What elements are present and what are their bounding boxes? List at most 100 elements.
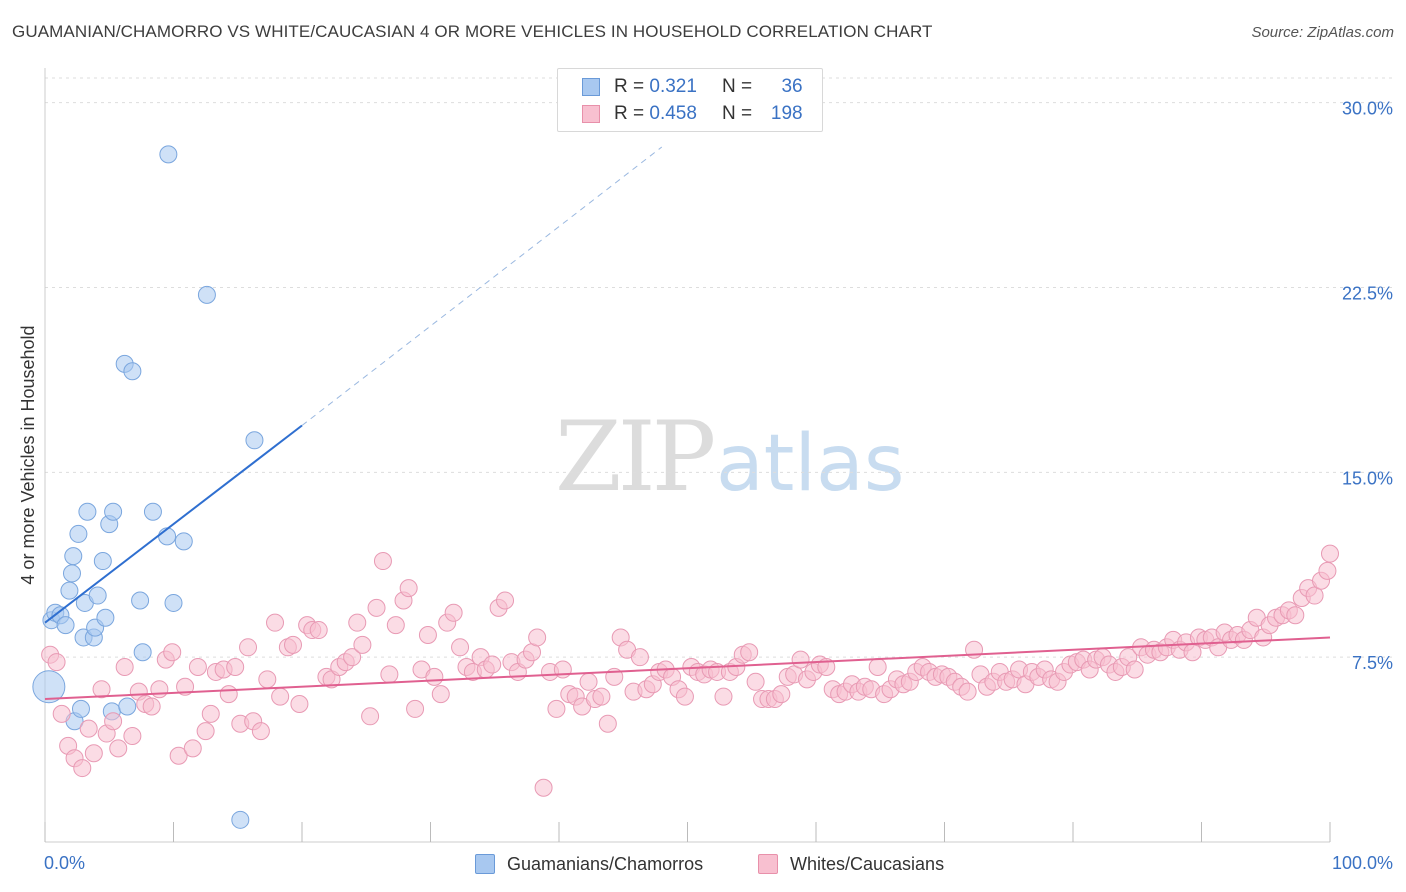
white-point	[52, 704, 71, 723]
white-point	[109, 739, 128, 758]
white-point	[79, 719, 98, 738]
white-point	[373, 552, 392, 571]
bottom-legend-label: Whites/Caucasians	[790, 853, 945, 874]
guamanian-point	[62, 564, 81, 583]
bottom-legend-label: Guamanians/Chamorros	[507, 853, 704, 874]
white-point	[239, 638, 258, 657]
r-value: 0.458	[649, 103, 697, 124]
white-point	[163, 643, 182, 662]
white-point	[201, 704, 220, 723]
white-point	[150, 680, 169, 699]
guamanian-point	[118, 697, 137, 716]
legend-swatch-guamanian	[582, 78, 600, 96]
white-point	[226, 658, 245, 677]
white-point	[496, 591, 515, 610]
white-point	[47, 653, 66, 672]
white-point	[534, 778, 553, 797]
watermark-atlas: atlas	[716, 419, 905, 509]
guamanian-point	[131, 591, 150, 610]
guamanian-trendline-extension	[301, 146, 663, 426]
white-point	[251, 722, 270, 741]
bottom-legend-swatch-white	[758, 854, 778, 874]
guamanian-point	[78, 502, 97, 521]
white-point	[73, 759, 92, 778]
white-point	[1125, 660, 1144, 679]
white-point	[188, 658, 207, 677]
white-point	[169, 746, 188, 765]
guamanian-point	[123, 362, 142, 381]
white-point	[1318, 561, 1337, 580]
white-point	[104, 712, 123, 731]
y-tick-label: 15.0%	[1342, 468, 1393, 488]
r-label: R =	[614, 103, 645, 124]
white-point	[1321, 544, 1339, 563]
guamanian-point	[88, 586, 107, 605]
white-point	[418, 625, 437, 644]
r-label: R =	[614, 76, 645, 97]
white-point	[791, 650, 810, 669]
guamanian-point	[56, 616, 75, 635]
guamanian-point	[60, 581, 79, 600]
r-value: 0.321	[649, 76, 697, 97]
white-point	[868, 658, 887, 677]
white-point	[772, 685, 791, 704]
chart-title: GUAMANIAN/CHAMORRO VS WHITE/CAUCASIAN 4 …	[12, 22, 933, 41]
bottom-legend-guamanian: Guamanians/Chamorros	[475, 852, 703, 876]
white-point	[343, 648, 362, 667]
white-point	[367, 598, 386, 617]
white-point	[528, 628, 547, 647]
guamanian-point	[104, 502, 123, 521]
white-point	[380, 665, 399, 684]
white-point	[290, 694, 309, 713]
white-point	[219, 685, 238, 704]
white-point	[115, 658, 134, 677]
guamanian-point	[71, 699, 90, 718]
white-point	[309, 621, 328, 640]
n-value: 198	[770, 103, 803, 124]
white-point	[958, 682, 977, 701]
white-point	[675, 687, 694, 706]
guamanian-point	[32, 670, 66, 704]
y-axis-label: 4 or more Vehicles in Household	[18, 325, 38, 584]
white-point	[386, 616, 405, 635]
source-label: Source: ZipAtlas.com	[1251, 24, 1394, 41]
stats-legend: R = 0.321 N = 36 R = 0.458 N = 198	[557, 68, 823, 132]
guamanian-point	[96, 608, 115, 627]
n-value: 36	[781, 76, 803, 97]
guamanian-point	[231, 810, 250, 829]
white-point	[196, 722, 215, 741]
white-point	[284, 635, 303, 654]
y-tick-label: 30.0%	[1342, 99, 1393, 119]
white-point	[271, 687, 290, 706]
white-point	[258, 670, 277, 689]
watermark-zip: ZIP	[555, 401, 714, 513]
guamanian-point	[64, 547, 83, 566]
white-point	[746, 672, 765, 691]
white-point	[399, 579, 418, 598]
white-point	[92, 680, 111, 699]
stats-legend-row-white: R = 0.458 N = 198	[582, 103, 803, 125]
white-point	[183, 739, 202, 758]
guamanian-point	[174, 532, 193, 551]
white-point	[406, 699, 425, 718]
white-point	[592, 687, 611, 706]
white-point	[598, 714, 617, 733]
guamanian-point	[164, 593, 183, 612]
guamanian-point	[143, 502, 162, 521]
white-point	[714, 687, 733, 706]
white-point	[84, 744, 103, 763]
guamanian-point	[93, 552, 112, 571]
guamanian-point	[197, 285, 216, 304]
guamanian-point	[69, 524, 88, 543]
bottom-legend-swatch-guamanian	[475, 854, 495, 874]
guamanian-point	[245, 431, 264, 450]
white-point	[579, 672, 598, 691]
y-tick-label: 22.5%	[1342, 283, 1393, 303]
white-point	[142, 697, 161, 716]
white-point	[1286, 606, 1305, 625]
legend-swatch-white	[582, 105, 600, 123]
white-point	[547, 699, 566, 718]
white-point	[451, 638, 470, 657]
y-tick-label: 7.5%	[1352, 653, 1393, 673]
white-point	[425, 667, 444, 686]
